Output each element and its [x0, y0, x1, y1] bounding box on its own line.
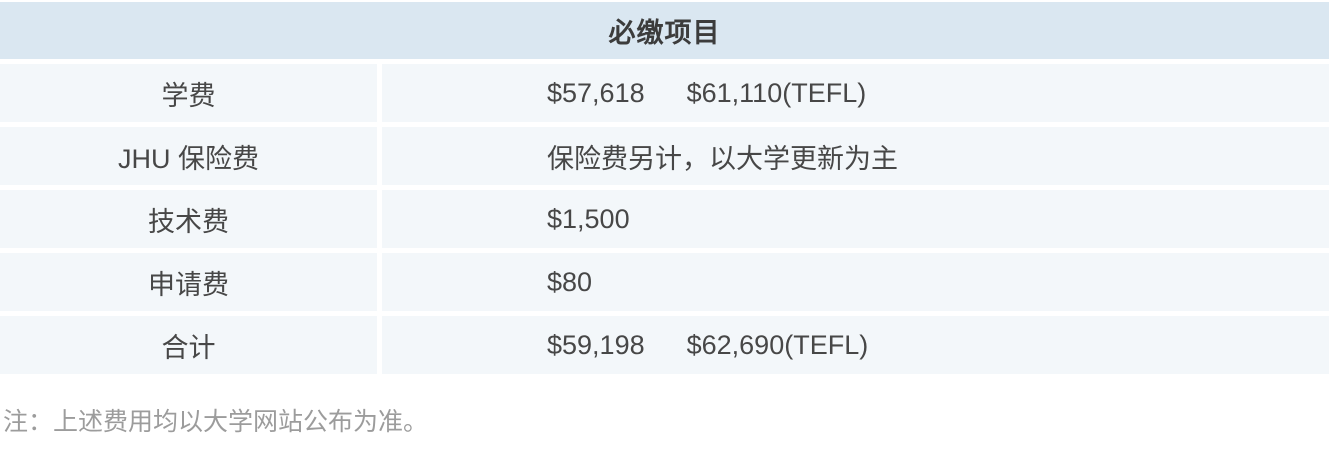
row-label-insurance: JHU 保险费 [0, 127, 377, 185]
total-amount: $59,198 [547, 329, 645, 360]
fee-table: 必缴项目 学费 $57,618 $61,110(TEFL) JHU 保险费 保险… [0, 2, 1329, 374]
row-value-tuition: $57,618 $61,110(TEFL) [382, 64, 1329, 122]
row-value-total: $59,198 $62,690(TEFL) [382, 316, 1329, 374]
insurance-note: 保险费另计，以大学更新为主 [547, 143, 898, 174]
table-row: 学费 $57,618 $61,110(TEFL) [0, 64, 1329, 122]
row-label-total: 合计 [0, 316, 377, 374]
row-value-application-fee: $80 [382, 253, 1329, 311]
table-row: 技术费 $1,500 [0, 190, 1329, 248]
table-header: 必缴项目 [0, 2, 1329, 59]
table-title: 必缴项目 [608, 18, 721, 48]
tuition-amount-tefl: $61,110(TEFL) [686, 77, 867, 108]
table-row: 申请费 $80 [0, 253, 1329, 311]
row-label-technology-fee: 技术费 [0, 190, 377, 248]
total-amount-tefl: $62,690(TEFL) [686, 329, 869, 360]
technology-fee-amount: $1,500 [547, 203, 630, 234]
tuition-amount: $57,618 [547, 77, 645, 108]
row-value-insurance: 保险费另计，以大学更新为主 [382, 127, 1329, 185]
table-row: 合计 $59,198 $62,690(TEFL) [0, 316, 1329, 374]
application-fee-amount: $80 [547, 266, 593, 297]
footnote: 注：上述费用均以大学网站公布为准。 [3, 408, 429, 436]
table-row: JHU 保险费 保险费另计，以大学更新为主 [0, 127, 1329, 185]
row-label-application-fee: 申请费 [0, 253, 377, 311]
row-value-technology-fee: $1,500 [382, 190, 1329, 248]
row-label-tuition: 学费 [0, 64, 377, 122]
